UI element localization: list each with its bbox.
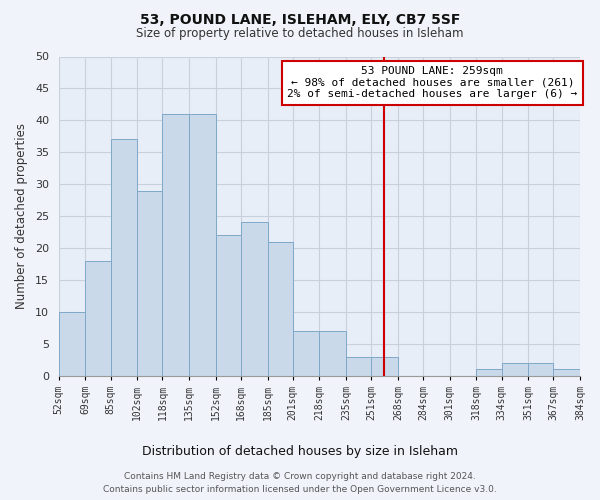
Text: Size of property relative to detached houses in Isleham: Size of property relative to detached ho… (136, 28, 464, 40)
Bar (137, 190, 163, 376)
Bar (502, 363, 528, 376)
Bar (346, 356, 371, 376)
Bar (189, 114, 216, 376)
Bar (319, 331, 346, 376)
Bar (553, 370, 580, 376)
Text: Contains public sector information licensed under the Open Government Licence v3: Contains public sector information licen… (103, 485, 497, 494)
Bar (163, 114, 189, 376)
Bar (293, 331, 319, 376)
Bar (110, 140, 137, 376)
Text: Contains HM Land Registry data © Crown copyright and database right 2024.: Contains HM Land Registry data © Crown c… (124, 472, 476, 481)
Bar (216, 236, 241, 376)
Text: 53, POUND LANE, ISLEHAM, ELY, CB7 5SF: 53, POUND LANE, ISLEHAM, ELY, CB7 5SF (140, 12, 460, 26)
Bar (476, 370, 502, 376)
Bar (268, 242, 293, 376)
Y-axis label: Number of detached properties: Number of detached properties (15, 123, 28, 309)
Bar (59, 312, 85, 376)
Bar (371, 356, 398, 376)
Bar (85, 261, 110, 376)
Text: 53 POUND LANE: 259sqm
← 98% of detached houses are smaller (261)
2% of semi-deta: 53 POUND LANE: 259sqm ← 98% of detached … (287, 66, 577, 100)
Text: Distribution of detached houses by size in Isleham: Distribution of detached houses by size … (142, 444, 458, 458)
Bar (241, 222, 268, 376)
Bar (528, 363, 553, 376)
